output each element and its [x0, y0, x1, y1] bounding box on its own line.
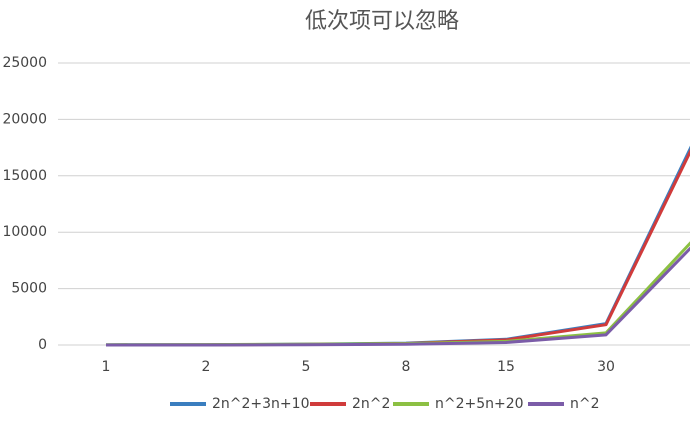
x-tick-label: 8 [402, 359, 411, 375]
y-tick-label: 10000 [2, 224, 47, 240]
chart-title: 低次项可以忽略 [305, 9, 459, 34]
y-tick-label: 0 [38, 337, 47, 353]
x-tick-label: 1 [102, 359, 111, 375]
y-tick-label: 25000 [2, 55, 47, 71]
series-line [105, 145, 690, 347]
x-tick-label: 15 [497, 359, 515, 375]
legend-label: n^2+5n+20 [435, 396, 524, 412]
y-tick-label: 15000 [2, 168, 47, 184]
legend-label: n^2 [570, 396, 600, 412]
x-tick-label: 30 [597, 359, 615, 375]
legend-label: 2n^2+3n+10 [212, 396, 309, 412]
y-tick-label: 5000 [11, 281, 47, 297]
y-tick-label: 20000 [2, 111, 47, 127]
series-line [105, 241, 690, 347]
series-line [105, 246, 690, 347]
legend-label: 2n^2 [352, 396, 390, 412]
x-tick-label: 2 [202, 359, 211, 375]
x-tick-label: 5 [302, 359, 311, 375]
